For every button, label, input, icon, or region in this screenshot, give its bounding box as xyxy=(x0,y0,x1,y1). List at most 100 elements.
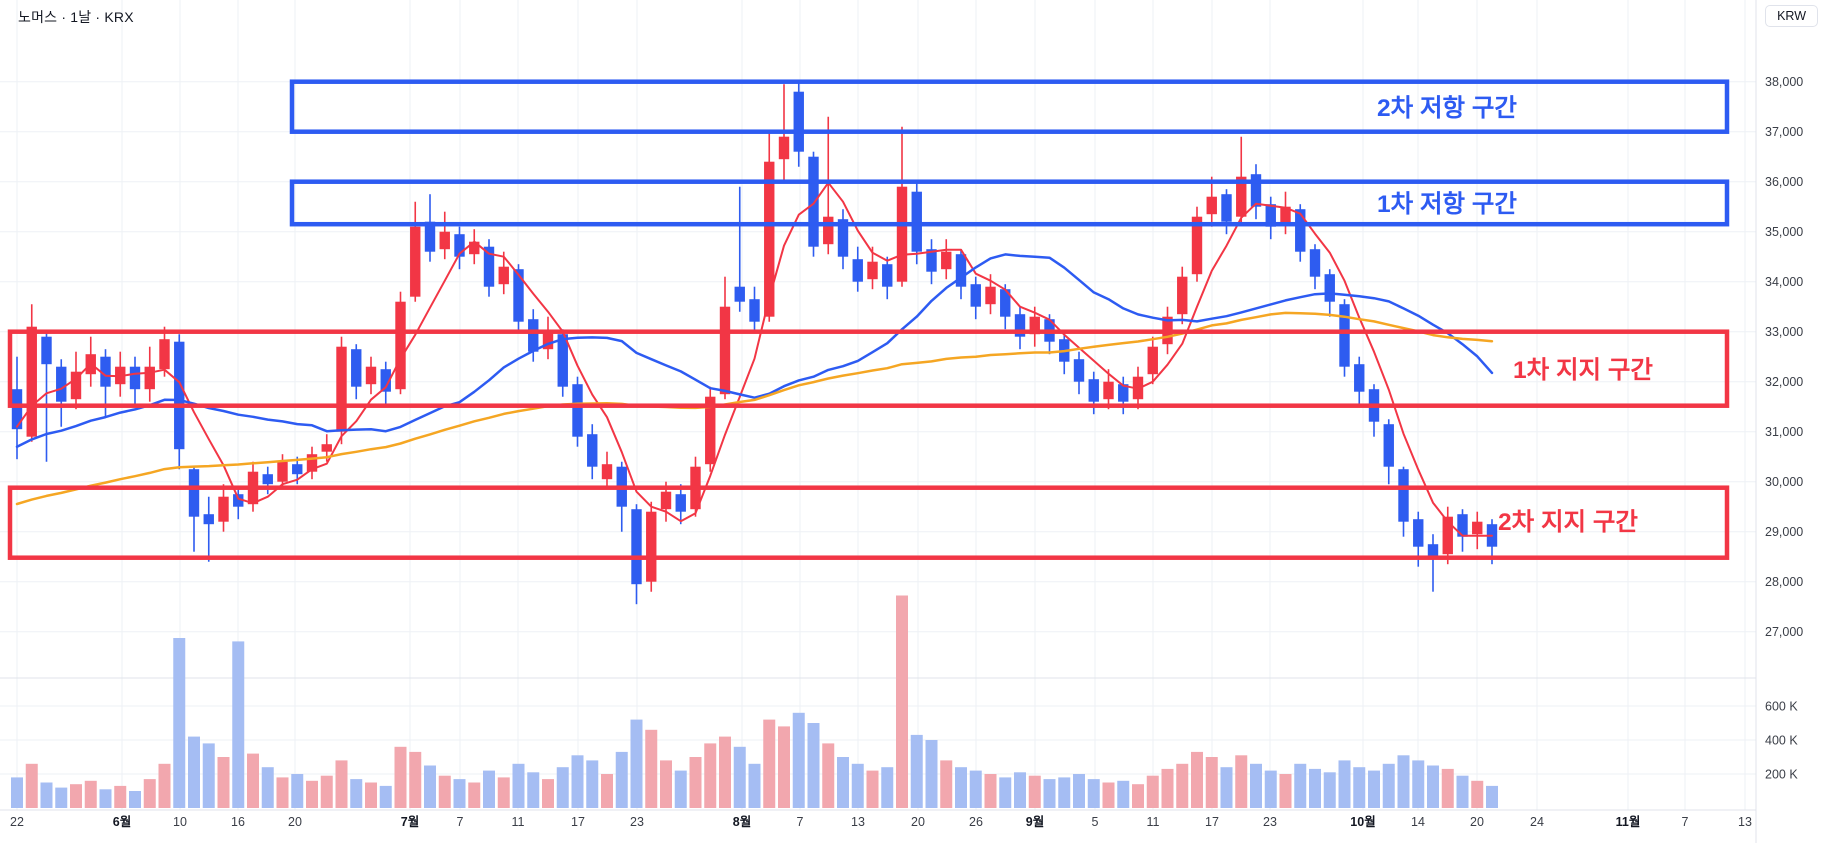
annotation-zones[interactable]: 2차 저항 구간 1차 저항 구간 1차 지지 구간 2차 지지 구간 xyxy=(7,79,1730,560)
volume-bar xyxy=(601,774,613,808)
ma-mid-line xyxy=(15,253,1494,448)
up-candle xyxy=(336,346,347,432)
svg-text:10월: 10월 xyxy=(1350,814,1375,829)
volume-bar xyxy=(1087,779,1100,808)
up-candle xyxy=(469,241,480,255)
down-candle xyxy=(631,509,642,585)
down-candle xyxy=(955,254,967,287)
volume-bar xyxy=(379,785,392,808)
svg-text:34,000: 34,000 xyxy=(1765,275,1803,289)
up-candle xyxy=(1206,196,1217,215)
volume-bar xyxy=(689,757,702,808)
down-candle xyxy=(911,191,922,252)
volume-bar xyxy=(1471,780,1484,808)
svg-text:6월: 6월 xyxy=(113,814,131,829)
volume-bar xyxy=(1264,770,1277,808)
volume-bar xyxy=(1132,784,1144,808)
volume-bar xyxy=(1028,775,1041,808)
volume-bar xyxy=(1102,782,1115,808)
down-candle xyxy=(1265,204,1276,227)
volume-bar xyxy=(1397,755,1410,808)
up-candle xyxy=(1472,521,1483,535)
up-candle xyxy=(1029,316,1040,335)
volume-bar xyxy=(896,595,908,808)
resistance-zone-box[interactable] xyxy=(289,79,1730,134)
price-axis[interactable]: 38,000 37,000 36,000 35,000 34,000 33,000 32,0… xyxy=(1755,0,1827,843)
volume-bar xyxy=(1294,763,1307,808)
up-candle xyxy=(26,326,37,437)
svg-text:33,000: 33,000 xyxy=(1765,325,1803,339)
up-candle xyxy=(867,261,878,280)
volume-bar xyxy=(571,755,584,808)
svg-text:8월: 8월 xyxy=(733,814,751,829)
volume-bar xyxy=(306,780,318,808)
volume-bar xyxy=(733,746,746,808)
svg-text:20: 20 xyxy=(288,815,302,829)
volume-bar xyxy=(1117,780,1130,808)
svg-text:23: 23 xyxy=(630,815,644,829)
down-candle xyxy=(734,286,745,302)
down-candle xyxy=(1221,194,1232,222)
volume-bar xyxy=(55,787,68,808)
resistance-zone-box[interactable] xyxy=(289,179,1730,227)
candles xyxy=(11,81,1498,605)
up-candle xyxy=(498,266,509,285)
down-candle xyxy=(380,369,391,392)
support-zone-box[interactable] xyxy=(7,329,1730,408)
svg-text:20: 20 xyxy=(1470,815,1484,829)
time-axis[interactable]: 22 6월 10 16 20 7월 7 11 17 23 8월 7 13 20 26 9월 5 11 17 23 10월… xyxy=(0,809,1756,829)
zone-label: 2차 저항 구간 xyxy=(1377,94,1517,122)
volume-bar xyxy=(1338,760,1351,808)
currency-button[interactable]: KRW xyxy=(1765,5,1818,27)
volume-bar xyxy=(792,712,805,808)
svg-text:29,000: 29,000 xyxy=(1765,525,1803,539)
volume-bar xyxy=(25,763,38,808)
volume-bar xyxy=(261,767,274,808)
volume-bar xyxy=(143,779,156,808)
volume-bar xyxy=(630,719,643,808)
volume-bar xyxy=(881,767,894,808)
volume-bar xyxy=(40,782,53,808)
volume-bar xyxy=(1412,760,1425,808)
down-candle xyxy=(557,334,568,387)
svg-text:26: 26 xyxy=(969,815,983,829)
down-candle xyxy=(1339,304,1350,367)
volume-bar xyxy=(1309,768,1321,808)
up-candle xyxy=(410,226,421,297)
volume-bar xyxy=(969,770,982,808)
down-candle xyxy=(572,384,583,437)
volume-bar xyxy=(424,765,436,808)
support-zone-box[interactable] xyxy=(7,485,1730,560)
down-candle xyxy=(1088,379,1099,402)
volume-bar xyxy=(129,791,141,808)
volume-bar xyxy=(778,726,790,808)
volume-bar xyxy=(276,777,289,808)
volume-bar xyxy=(1043,779,1056,808)
svg-text:11: 11 xyxy=(512,815,525,829)
down-candle xyxy=(1118,384,1129,402)
svg-text:10: 10 xyxy=(173,815,187,829)
volume-bar xyxy=(837,757,849,808)
svg-text:7: 7 xyxy=(457,815,464,829)
volume-bar xyxy=(984,774,997,808)
volume-bar xyxy=(940,760,953,808)
svg-text:7: 7 xyxy=(1682,815,1689,829)
volume-bar xyxy=(1191,751,1203,808)
up-candle xyxy=(896,186,908,282)
svg-text:20: 20 xyxy=(911,815,925,829)
down-candle xyxy=(424,221,436,252)
down-candle xyxy=(852,259,863,282)
svg-text:30,000: 30,000 xyxy=(1765,475,1803,489)
svg-text:16: 16 xyxy=(231,815,245,829)
volume-bar xyxy=(1073,774,1085,808)
down-candle xyxy=(100,356,111,387)
svg-text:11: 11 xyxy=(1147,815,1160,829)
volume-bar xyxy=(1250,763,1262,808)
up-candle xyxy=(321,444,332,452)
svg-text:37,000: 37,000 xyxy=(1765,125,1803,139)
svg-text:31,000: 31,000 xyxy=(1765,425,1803,439)
down-candle xyxy=(1250,174,1262,207)
volume-bar xyxy=(335,760,348,808)
